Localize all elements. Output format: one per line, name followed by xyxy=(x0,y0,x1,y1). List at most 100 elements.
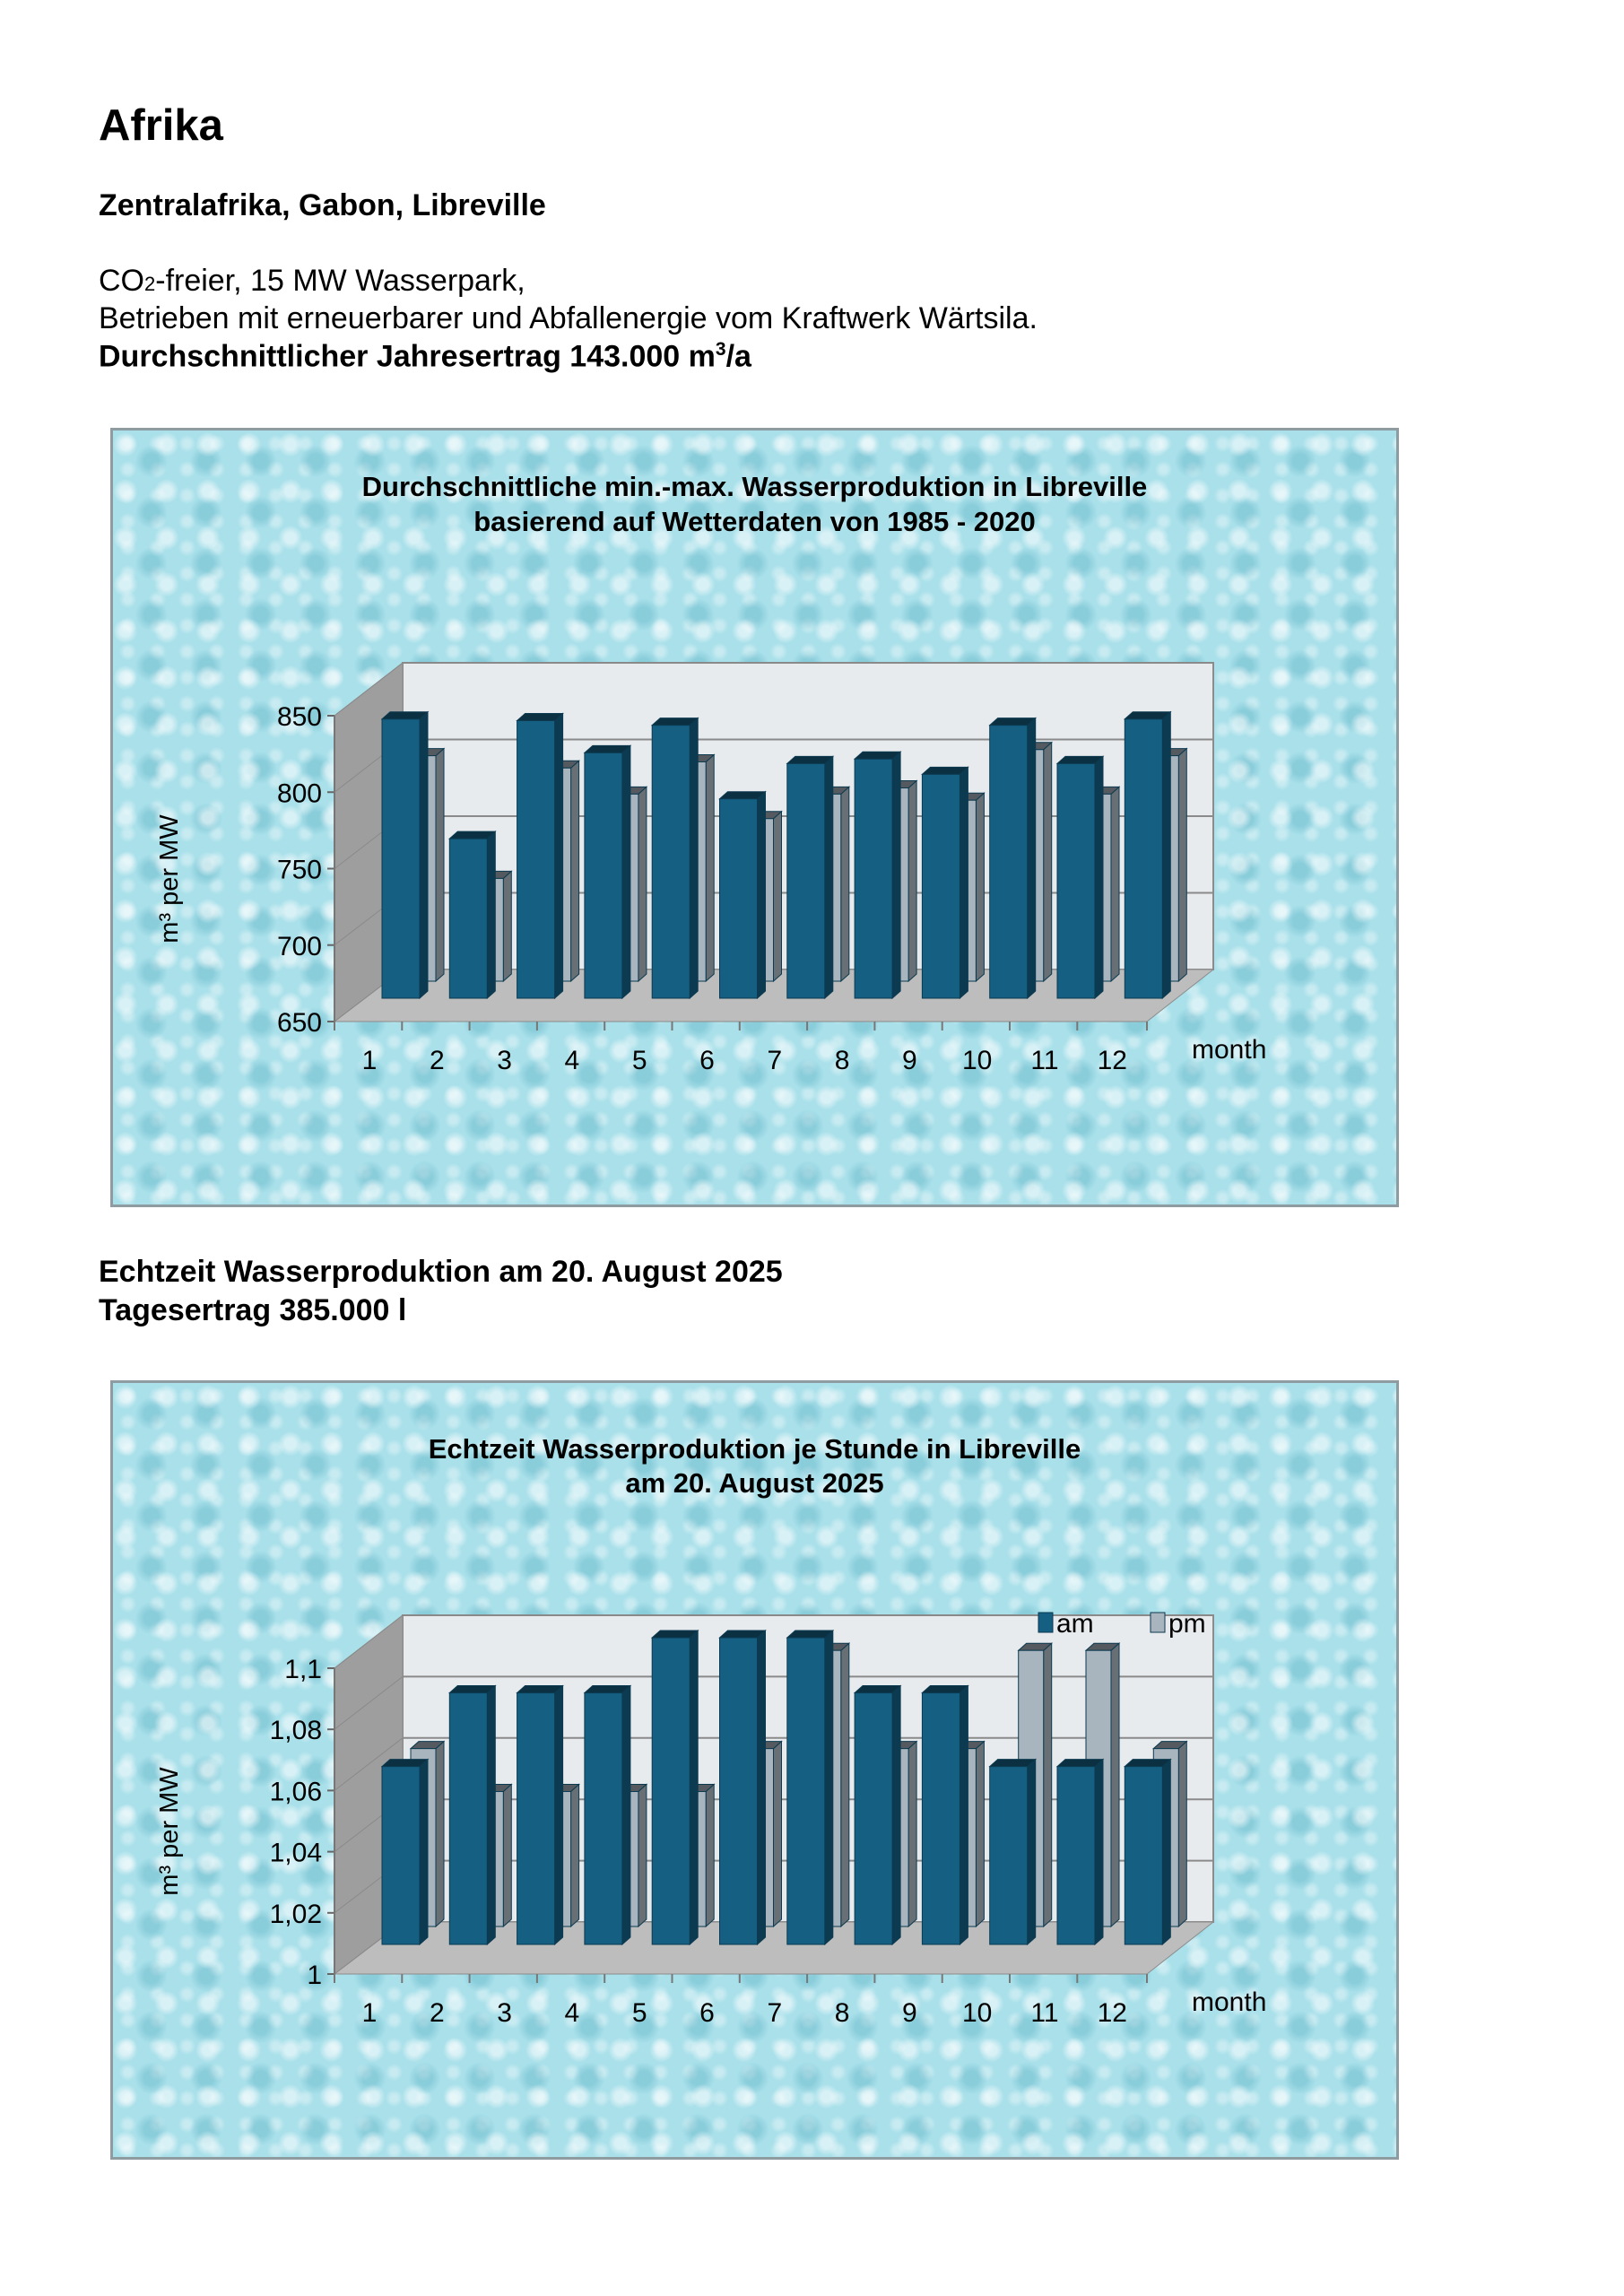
x-tick-label: 4 xyxy=(565,1046,580,1075)
x-tick-label: 7 xyxy=(767,1998,782,2028)
bar-top xyxy=(921,766,969,775)
bar-side xyxy=(1094,1758,1104,1946)
bar-am xyxy=(1123,1758,1172,1946)
bar-side xyxy=(840,786,850,983)
bar-top xyxy=(786,1630,835,1639)
legend-swatch-pm xyxy=(1150,1612,1166,1633)
bar-max xyxy=(583,744,632,1000)
wall-gridline xyxy=(334,1737,404,1791)
bar-side xyxy=(419,1758,429,1946)
bar-top xyxy=(516,712,564,721)
bar-side xyxy=(891,1684,901,1946)
cubic-superscript: 3 xyxy=(715,339,726,360)
x-tick-label: 3 xyxy=(497,1046,512,1075)
x-tick-label: 7 xyxy=(767,1046,782,1075)
chart-title-line-1: Echtzeit Wasserproduktion je Stunde in L… xyxy=(428,1433,1081,1465)
bar-side xyxy=(486,831,496,1000)
bar-side xyxy=(757,790,766,1000)
bar-side xyxy=(689,1629,699,1946)
x-tick-label: 6 xyxy=(699,1998,715,2028)
bar-front xyxy=(921,773,960,999)
bar-side xyxy=(1110,786,1120,983)
bar-side xyxy=(1161,1758,1171,1946)
y-tick-label: 1,06 xyxy=(270,1777,322,1806)
bar-front xyxy=(584,752,623,999)
bar-side xyxy=(554,1684,564,1946)
bar-am xyxy=(718,1629,767,1946)
bar-top xyxy=(853,751,902,760)
location-heading: Zentralafrika, Gabon, Libreville xyxy=(99,188,546,222)
bar-max xyxy=(516,712,564,1000)
bar-front xyxy=(719,798,758,999)
bar-top xyxy=(380,1759,430,1768)
bar-front xyxy=(651,725,690,999)
annual-yield-text: Durchschnittlicher Jahresertrag 143.000 … xyxy=(99,339,716,374)
bar-top xyxy=(583,1685,632,1694)
y-tick-label: 1,08 xyxy=(270,1716,322,1745)
bar-max xyxy=(380,710,430,1000)
y-tick-label: 750 xyxy=(277,856,322,885)
bar-side xyxy=(554,712,564,1000)
x-tick-label: 10 xyxy=(962,1046,992,1075)
y-axis-label: m³ per MW xyxy=(155,814,184,944)
bar-front xyxy=(1056,1766,1096,1945)
bar-top xyxy=(853,1685,902,1694)
x-tick-label: 2 xyxy=(430,1998,445,2028)
bar-front xyxy=(854,758,893,999)
bar-front xyxy=(381,718,421,999)
bar-top xyxy=(380,711,430,720)
annual-yield-unit: /a xyxy=(725,339,751,374)
bar-max xyxy=(921,766,969,1000)
x-tick-label: 10 xyxy=(962,1998,992,2028)
chart-realtime-production: Echtzeit Wasserproduktion je Stunde in L… xyxy=(110,1380,1399,2160)
bar-side xyxy=(638,1783,647,1928)
bar-top xyxy=(447,1685,497,1694)
daily-yield: Tagesertrag 385.000 l xyxy=(99,1293,407,1327)
x-tick-label: 12 xyxy=(1098,1998,1127,2028)
bar-top xyxy=(1055,755,1105,764)
bar-am xyxy=(583,1684,632,1946)
bar-side xyxy=(570,760,580,983)
bar-side xyxy=(1177,1740,1187,1928)
bar-front xyxy=(517,1692,556,1945)
bar-am xyxy=(650,1629,699,1946)
bar-top xyxy=(786,755,835,764)
x-tick-label: 6 xyxy=(699,1046,715,1075)
bar-front xyxy=(1124,718,1163,999)
bar-side xyxy=(959,766,968,1000)
bar-side xyxy=(621,1684,631,1946)
bar-max xyxy=(650,717,699,1000)
bar-max xyxy=(447,831,497,1000)
x-tick-label: 9 xyxy=(902,1046,917,1075)
bar-top xyxy=(718,791,767,800)
bar-am xyxy=(1055,1758,1105,1946)
chart-title-line-1: Durchschnittliche min.-max. Wasserproduk… xyxy=(361,471,1148,502)
chart-title-line-2: basierend auf Wetterdaten von 1985 - 202… xyxy=(473,506,1036,537)
bar-max xyxy=(786,755,835,1000)
legend-label-am: am xyxy=(1056,1609,1094,1639)
co2-text: CO xyxy=(99,264,144,298)
bar-side xyxy=(419,710,429,1000)
bar-side xyxy=(570,1783,580,1928)
bar-side xyxy=(1043,741,1053,983)
bar-top xyxy=(1123,1759,1172,1768)
bar-am xyxy=(786,1629,835,1946)
bar-side xyxy=(773,810,782,983)
bar-am xyxy=(447,1684,497,1946)
bar-max xyxy=(1055,755,1105,1000)
bar-side xyxy=(773,1740,782,1928)
bar-front xyxy=(786,1637,826,1945)
bar-top xyxy=(447,831,497,839)
bar-side xyxy=(621,744,631,1000)
x-axis-label: month xyxy=(1192,1987,1266,2017)
y-tick-label: 1,04 xyxy=(270,1839,322,1868)
bar-side xyxy=(1027,717,1037,1000)
co2-subscript: 2 xyxy=(144,273,156,295)
bar-side xyxy=(1043,1642,1053,1928)
bar-side xyxy=(1161,710,1171,1000)
bar-side xyxy=(840,1642,850,1928)
bar-max xyxy=(853,751,902,1000)
x-tick-label: 5 xyxy=(632,1046,647,1075)
bar-am xyxy=(988,1758,1038,1946)
bar-max xyxy=(988,717,1038,1000)
